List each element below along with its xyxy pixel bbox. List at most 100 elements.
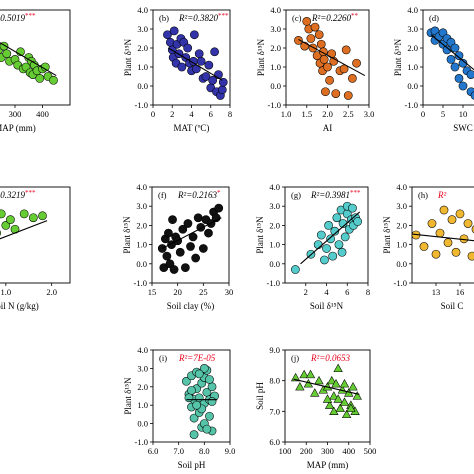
r2-annotation: R²=0.3219*** xyxy=(0,189,36,200)
data-point xyxy=(314,375,324,385)
significance-marker: *** xyxy=(218,12,229,20)
data-point xyxy=(419,242,429,251)
data-point xyxy=(466,70,474,79)
panel-c: 1.0 1.5 2.0 2.5 3.0 -1.0 0.0 1.0 2.0 3.0 4.0 AI Plan… xyxy=(256,5,374,133)
panel-b: 0 2 4 6 8 -1.0 0.0 1.0 2.0 3.0 4.0 MAT (ºC) Plant δ¹… xyxy=(123,5,232,133)
y-tick-label: 8.0 xyxy=(269,376,280,386)
x-axis-label: SWC xyxy=(453,123,473,133)
r2-annotation: R²=7E-05 xyxy=(178,353,216,363)
data-point xyxy=(2,49,12,59)
y-tick-label: 1.0 xyxy=(137,62,148,72)
data-point xyxy=(190,30,199,40)
y-tick-label: 2.0 xyxy=(269,220,280,230)
y-tick-label: 3.0 xyxy=(396,201,407,211)
data-point xyxy=(439,205,449,215)
data-point xyxy=(189,430,199,440)
y-tick-label: 3.0 xyxy=(136,201,147,211)
data-point xyxy=(205,375,214,384)
data-point xyxy=(208,75,218,85)
data-point xyxy=(207,382,217,392)
data-point xyxy=(191,253,201,263)
data-point xyxy=(324,400,335,409)
data-point xyxy=(458,58,468,68)
data-point xyxy=(204,60,214,70)
y-tick-label: -1.0 xyxy=(135,100,148,110)
x-tick-label: 2.0 xyxy=(322,109,333,119)
x-tick-label: 0 xyxy=(421,109,425,119)
data-marks xyxy=(0,41,58,85)
y-tick-label: 9.0 xyxy=(269,345,280,355)
data-marks xyxy=(412,205,474,261)
x-tick-label: 300 xyxy=(9,109,22,119)
data-point xyxy=(348,203,357,213)
panel-label: (j) xyxy=(291,353,299,363)
panel-label: (c) xyxy=(292,13,302,23)
r2-annotation: R² xyxy=(437,190,446,200)
data-point xyxy=(332,213,342,223)
x-tick-label: 20 xyxy=(173,287,182,297)
fit-line xyxy=(412,233,474,242)
x-axis-label: Soil clay (%) xyxy=(167,301,215,311)
panel-label: (h) xyxy=(418,190,428,200)
data-point xyxy=(348,382,358,391)
data-point xyxy=(333,363,343,373)
panel-f: 15 20 25 30 -1.0 0.0 1.0 2.0 3.0 4.0 Soil clay (%)… xyxy=(122,182,233,311)
x-tick-label: 15 xyxy=(148,287,157,297)
r2-value: R²=0.2163 xyxy=(177,190,218,200)
panel-g: 2 4 6 8 -1.0 0.0 1.0 2.0 3.0 4.0 Soil δ¹⁵N Plant δ¹… xyxy=(255,182,370,311)
data-point xyxy=(339,397,350,406)
data-point xyxy=(194,49,204,59)
significance-marker: *** xyxy=(25,189,36,197)
x-tick-label: 13 xyxy=(432,287,441,297)
significance-marker: ** xyxy=(351,12,359,20)
data-point xyxy=(0,209,6,219)
y-tick-label: 0.0 xyxy=(407,81,418,91)
r2-annotation: R²=0.0653 xyxy=(310,353,351,363)
data-point xyxy=(207,397,217,406)
data-point xyxy=(334,240,344,249)
x-axis-label: MAP (mm) xyxy=(307,460,348,470)
data-point xyxy=(330,226,340,236)
data-point xyxy=(341,409,352,419)
data-point xyxy=(324,221,333,230)
data-point xyxy=(177,62,187,72)
y-axis-label: Plant δ¹⁵N xyxy=(255,216,265,254)
data-point xyxy=(38,211,47,221)
y-tick-label: 3.0 xyxy=(137,24,148,34)
data-point xyxy=(331,89,341,98)
x-axis-label: Soil pH xyxy=(178,460,206,470)
data-point xyxy=(189,413,199,423)
fit-line xyxy=(0,42,57,77)
data-point xyxy=(290,265,300,274)
fit-line xyxy=(168,47,223,81)
x-tick-label: 2.5 xyxy=(343,109,354,119)
data-point xyxy=(320,255,329,265)
data-point xyxy=(329,406,339,415)
data-point xyxy=(313,240,323,249)
y-tick-label: 4.0 xyxy=(269,182,280,192)
x-tick-label: 6.0 xyxy=(148,446,159,456)
data-point xyxy=(325,75,334,85)
data-point xyxy=(162,251,172,261)
data-point xyxy=(316,230,326,240)
y-tick-label: 1.0 xyxy=(270,62,281,72)
plot-frame xyxy=(152,349,231,443)
plot-frame xyxy=(151,186,230,284)
y-tick-label: 1.0 xyxy=(407,62,418,72)
y-tick-label: 4.0 xyxy=(407,5,418,15)
data-marks xyxy=(0,209,48,240)
data-point xyxy=(306,34,316,43)
data-point xyxy=(210,47,219,57)
data-point xyxy=(183,43,193,53)
data-marks xyxy=(163,26,228,100)
panel-i: 6.0 7.0 8.0 9.0 -1.0 0.0 1.0 2.0 3.0 4.0 Soil pH Pl… xyxy=(123,345,235,470)
x-tick-label: 100 xyxy=(279,446,292,456)
data-point xyxy=(199,364,209,373)
y-tick-label: 2.0 xyxy=(270,43,281,53)
x-axis-label: MAP (mm) xyxy=(0,123,36,133)
data-point xyxy=(319,55,329,64)
x-axis-label: Soil δ¹⁵N xyxy=(310,301,344,311)
data-point xyxy=(178,224,188,234)
data-point xyxy=(431,249,441,259)
y-tick-label: 4.0 xyxy=(137,5,148,15)
